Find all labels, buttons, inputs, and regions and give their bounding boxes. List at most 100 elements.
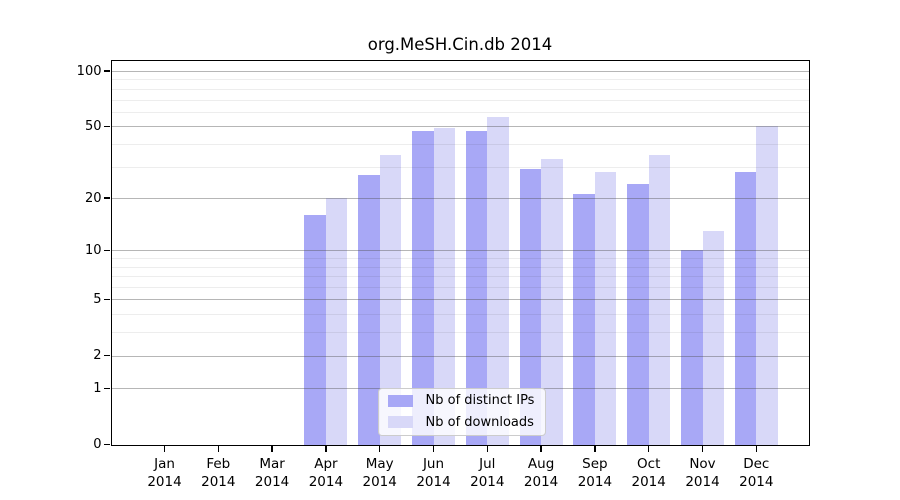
minor-gridline [111, 166, 809, 168]
x-tick-label-year: 2014 [147, 473, 182, 490]
legend-label-downloads: Nb of downloads [425, 414, 534, 430]
y-tick-mark [104, 125, 110, 127]
x-tick-label-month: Aug [527, 455, 555, 472]
bar-may-distinct-ips [358, 174, 380, 445]
x-tick-label-year: 2014 [577, 473, 613, 490]
x-tick-label: Dec 2014 [726, 455, 786, 491]
y-tick-label: 0 [93, 437, 102, 452]
bar-jun-distinct-ips [412, 131, 434, 445]
plot-area: Nb of distinct IPs Nb of downloads 0 1 2 5 1… [77, 59, 810, 490]
y-tick-mark [104, 197, 110, 199]
x-tick-label: Oct 2014 [619, 455, 679, 491]
x-tick-label: Jun 2014 [404, 455, 464, 491]
x-tick-label-month: Nov [689, 455, 716, 472]
x-tick-mark [271, 446, 273, 452]
x-tick-label-month: Sep [582, 455, 608, 472]
x-tick-label: Mar 2014 [242, 455, 302, 491]
x-tick-label: May 2014 [350, 455, 410, 491]
minor-gridline [111, 79, 809, 81]
y-tick-mark [104, 387, 110, 390]
y-tick-label: 10 [84, 242, 102, 258]
x-tick-label-month: Apr [314, 455, 338, 472]
bar-sep-distinct-ips [573, 194, 595, 445]
x-tick-label-year: 2014 [523, 473, 559, 490]
legend-swatch-downloads [387, 416, 413, 429]
y-tick-mark [104, 354, 110, 357]
x-tick-mark [701, 446, 704, 452]
minor-gridline [111, 143, 809, 145]
y-tick-mark [104, 443, 110, 446]
legend: Nb of distinct IPs Nb of downloads [377, 387, 546, 436]
legend-item-distinct-ips: Nb of distinct IPs [385, 392, 539, 411]
x-tick-label-month: Oct [637, 455, 661, 472]
major-gridline [111, 71, 809, 72]
x-tick-mark [755, 446, 757, 452]
x-tick-label-year: 2014 [631, 473, 666, 490]
x-tick-label-year: 2014 [308, 473, 344, 490]
x-tick-mark [217, 446, 219, 452]
x-tick-mark [594, 446, 596, 452]
major-gridline [111, 198, 809, 200]
minor-gridline [111, 88, 809, 90]
bar-may-downloads [379, 154, 402, 445]
bar-jul-distinct-ips [465, 131, 488, 445]
x-tick-label: Sep 2014 [565, 455, 625, 491]
legend-item-downloads: Nb of downloads [385, 413, 539, 432]
y-tick-mark [104, 249, 110, 252]
major-gridline [111, 126, 809, 128]
y-tick-label: 5 [93, 291, 102, 307]
x-tick-label-month: Jan [154, 455, 175, 472]
x-tick-label-year: 2014 [685, 473, 720, 490]
y-tick-label: 20 [84, 190, 102, 206]
x-tick-label: Nov 2014 [673, 455, 733, 491]
x-tick-label: Jul 2014 [457, 455, 517, 491]
x-tick-label: Feb 2014 [188, 455, 248, 491]
x-tick-label: Jan 2014 [135, 455, 195, 491]
y-tick-mark [104, 298, 110, 301]
x-tick-label-month: Jul [479, 455, 496, 472]
y-tick-mark [104, 70, 110, 72]
y-tick-label: 100 [76, 63, 102, 79]
y-tick-label: 1 [93, 380, 102, 396]
bar-apr-downloads [325, 198, 348, 445]
bar-nov-downloads [702, 230, 724, 445]
x-tick-label-month: Jun [422, 455, 445, 472]
x-tick-mark [432, 446, 435, 452]
legend-swatch-distinct-ips [387, 394, 413, 407]
x-tick-label-month: Dec [743, 455, 770, 472]
x-tick-mark [540, 446, 542, 452]
minor-gridline [111, 111, 809, 113]
x-tick-label-year: 2014 [362, 473, 397, 490]
bar-oct-distinct-ips [627, 184, 649, 445]
bar-oct-downloads [648, 154, 671, 445]
x-tick-mark [486, 446, 488, 452]
bar-jul-downloads [487, 117, 509, 445]
x-tick-label-month: May [365, 455, 394, 472]
x-tick-label-year: 2014 [254, 473, 290, 490]
x-tick-label-year: 2014 [739, 473, 774, 490]
x-tick-label-month: Feb [206, 455, 231, 472]
x-tick-label-year: 2014 [470, 473, 505, 490]
legend-label-distinct-ips: Nb of distinct IPs [425, 393, 535, 409]
x-tick-label: Apr 2014 [296, 455, 356, 491]
bar-aug-distinct-ips [519, 169, 542, 445]
bar-nov-distinct-ips [681, 250, 703, 445]
bar-sep-downloads [594, 172, 617, 445]
y-tick-label: 50 [84, 118, 102, 134]
chart-title: org.MeSH.Cin.db 2014 [367, 35, 553, 54]
bar-aug-downloads [541, 159, 563, 445]
x-tick-mark [163, 446, 166, 452]
x-tick-label: Aug 2014 [511, 455, 571, 491]
minor-gridline [111, 99, 809, 101]
x-tick-label-month: Mar [259, 455, 285, 472]
bar-dec-distinct-ips [734, 172, 757, 445]
x-tick-mark [325, 446, 327, 452]
bar-dec-downloads [756, 126, 778, 445]
x-tick-label-year: 2014 [201, 473, 236, 490]
x-tick-mark [648, 446, 650, 452]
x-tick-label-year: 2014 [416, 473, 451, 490]
bar-jun-downloads [433, 127, 455, 445]
bar-apr-distinct-ips [304, 215, 326, 445]
y-tick-label: 2 [93, 348, 102, 364]
